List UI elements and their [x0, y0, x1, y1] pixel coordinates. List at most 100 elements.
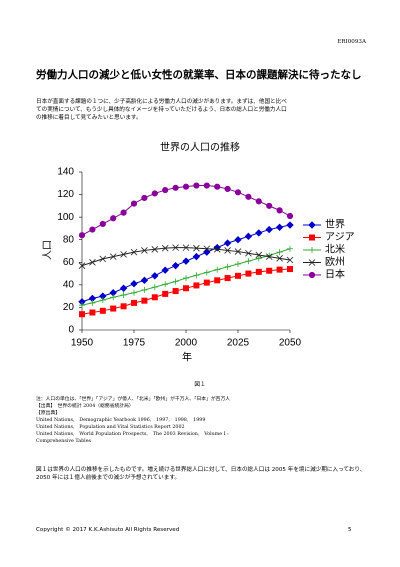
marker	[193, 282, 200, 289]
y-tick-label: 100	[57, 212, 74, 223]
marker	[275, 223, 284, 232]
marker	[172, 184, 179, 191]
marker	[161, 266, 169, 274]
marker	[203, 269, 210, 276]
note: 【原出典】	[36, 411, 60, 416]
note: Comprehensive Tables	[36, 439, 91, 444]
marker	[172, 278, 179, 285]
marker	[245, 258, 252, 265]
marker	[234, 189, 242, 196]
marker	[193, 182, 200, 189]
marker	[89, 309, 96, 316]
marker	[308, 221, 316, 229]
marker	[109, 253, 117, 260]
x-tick-label: 2050	[279, 338, 302, 349]
x-tick-label: 1975	[123, 338, 146, 349]
copyright: Copyright © 2017 K.K.Ashisuto All Rights…	[36, 527, 180, 533]
marker	[265, 253, 273, 260]
marker	[119, 284, 128, 292]
x-tick-label: 2000	[175, 338, 198, 349]
page-number: 5	[348, 527, 352, 533]
marker	[245, 249, 252, 257]
marker	[286, 212, 294, 220]
y-tick-label: 0	[68, 325, 74, 336]
marker	[182, 244, 190, 251]
y-tick-label: 140	[57, 167, 74, 178]
legend-label: 欧州	[325, 256, 345, 268]
marker	[171, 261, 180, 270]
marker	[234, 236, 242, 244]
legend-label: 北米	[325, 243, 345, 256]
legend-label: アジア	[325, 232, 355, 243]
marker	[203, 182, 210, 189]
x-tick-label: 2025	[227, 338, 250, 349]
marker	[308, 259, 316, 266]
marker	[141, 247, 148, 254]
intro-line: 日本が直面する課題の１つに、少子高齢化による労働力人口の減少があります。まずは、…	[36, 99, 287, 105]
marker	[287, 245, 293, 252]
marker	[140, 276, 149, 285]
note: United Nations, World Population Prospec…	[36, 432, 229, 437]
y-tick-label: 60	[63, 257, 75, 268]
marker	[224, 247, 231, 254]
summary: 図１は世界の人口の推移を示したものです。増え続ける世界総人口に対して、日本の総人…	[36, 467, 366, 481]
marker	[162, 186, 169, 194]
marker	[130, 200, 138, 207]
marker	[131, 289, 137, 296]
caption: 図１	[194, 382, 206, 388]
y-tick-label: 80	[63, 234, 75, 245]
doc-title: 労働力人口の減少と低い女性の就業率、日本の課題解決に待ったなし	[36, 69, 362, 81]
marker	[120, 209, 127, 216]
marker	[120, 303, 127, 310]
legend-label: 日本	[325, 268, 345, 281]
marker	[214, 277, 221, 284]
marker	[244, 232, 253, 241]
marker	[183, 275, 189, 282]
marker	[162, 281, 169, 288]
marker	[308, 271, 316, 279]
marker	[213, 246, 221, 253]
marker	[255, 229, 263, 237]
marker	[182, 257, 190, 265]
marker	[255, 251, 263, 259]
marker	[192, 252, 201, 261]
marker	[276, 207, 283, 214]
marker	[130, 248, 138, 256]
marker	[120, 251, 127, 258]
marker	[172, 244, 179, 251]
marker	[245, 270, 252, 277]
marker	[234, 248, 242, 255]
marker	[224, 275, 231, 282]
marker	[214, 266, 221, 273]
x-label: 年	[182, 351, 192, 364]
marker	[110, 215, 117, 222]
marker	[286, 256, 294, 264]
marker	[99, 297, 106, 304]
marker	[235, 272, 241, 279]
marker	[224, 185, 231, 193]
marker	[78, 262, 86, 269]
y-tick-label: 20	[63, 302, 75, 313]
x-tick-label: 1950	[71, 338, 94, 349]
marker	[309, 234, 315, 241]
marker	[235, 260, 241, 267]
marker	[79, 302, 85, 309]
marker	[110, 305, 117, 312]
marker	[141, 194, 148, 202]
marker	[266, 202, 273, 209]
marker	[245, 193, 252, 200]
marker	[131, 299, 137, 306]
note: 注：人口の単位は、「世界」「アジア」が億人、「北米」「欧州」が千万人、「日本」が…	[36, 397, 231, 402]
marker	[214, 183, 221, 190]
marker	[89, 226, 96, 233]
marker	[255, 255, 262, 262]
marker	[141, 297, 148, 304]
legend-label: 世界	[325, 219, 345, 231]
marker	[182, 183, 190, 190]
marker	[99, 255, 107, 263]
marker	[110, 294, 117, 301]
notes: 注：人口の単位は、「世界」「アジア」が億人、「北米」「欧州」が千万人、「日本」が…	[36, 396, 366, 445]
marker	[266, 252, 273, 259]
marker	[161, 244, 169, 252]
doc-code: ERI0093A	[337, 39, 366, 45]
